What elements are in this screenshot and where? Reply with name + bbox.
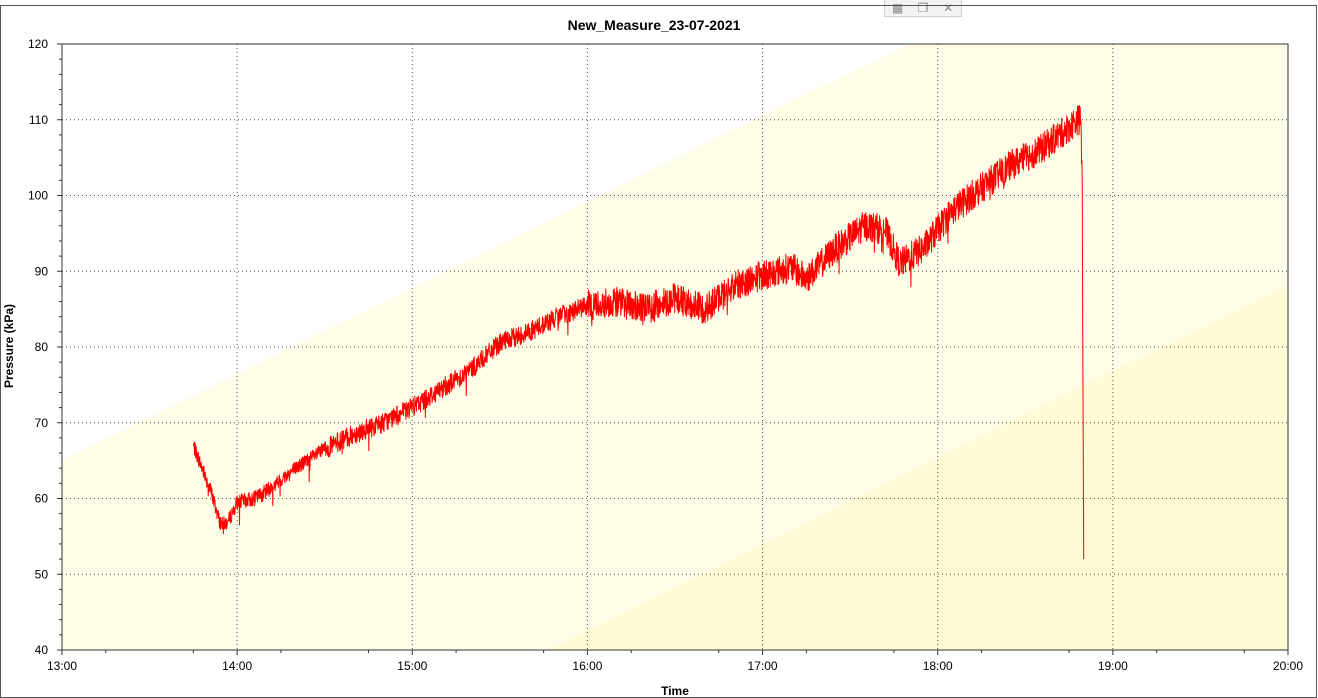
x-tick-label: 13:00 [47,659,77,673]
window-controls: ▦ ❐ ✕ [884,0,962,17]
x-tick-label: 15:00 [397,659,427,673]
y-tick-label: 40 [35,643,49,657]
y-tick-label: 120 [28,37,48,51]
y-tick-label: 100 [28,189,48,203]
x-tick-label: 17:00 [748,659,778,673]
axes: 13:00 14:00 15:00 16:00 17:00 18:00 19:00 20:00… [28,37,1303,673]
series-layer [192,105,1085,560]
y-tick-label: 60 [35,492,49,506]
y-tick-label: 70 [35,416,49,430]
chart-title: New_Measure_23-07-2021 [568,17,741,33]
y-tick-label: 80 [35,340,49,354]
x-axis-label: Time [661,684,689,698]
x-tick-label: 19:00 [1098,659,1128,673]
y-axis-label: Pressure (kPa) [2,304,16,388]
y-tick-label: 90 [35,264,49,278]
y-tick-label: 50 [35,567,49,581]
x-tick-label: 18:00 [923,659,953,673]
close-icon[interactable]: ✕ [943,1,954,15]
series-line-pressure [192,105,1085,560]
grid-lines [62,44,1288,650]
background-band-lower [548,285,1288,650]
x-tick-label: 20:00 [1273,659,1303,673]
restore-icon[interactable]: ❐ [917,1,929,15]
x-tick-label: 16:00 [572,659,602,673]
y-tick-label: 110 [29,113,48,127]
grid-icon[interactable]: ▦ [891,1,904,15]
x-tick-label: 14:00 [222,659,252,673]
